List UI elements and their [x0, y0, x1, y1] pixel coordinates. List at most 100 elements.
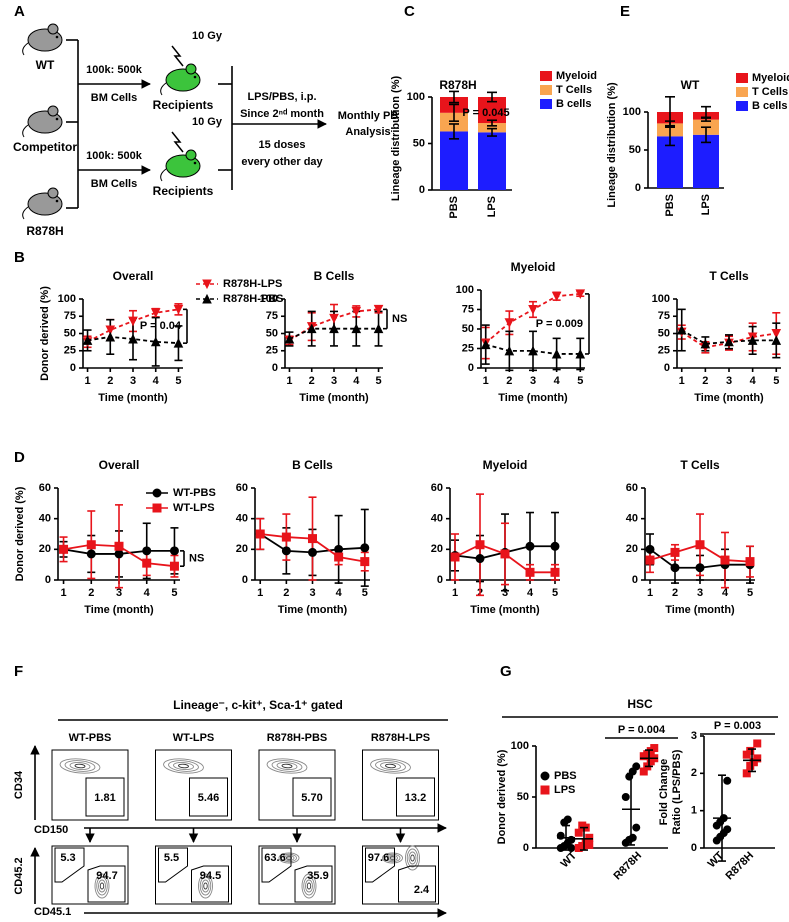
- schedule: 15 doses: [258, 139, 305, 151]
- marker: [334, 552, 344, 562]
- marker: [753, 739, 762, 748]
- marker: [334, 544, 344, 554]
- contour: [305, 879, 313, 893]
- recipient-mouse-eye: [193, 75, 197, 79]
- marker: [128, 316, 138, 327]
- x-tick-label: 3: [530, 375, 536, 387]
- y-tick-label: 40: [236, 513, 248, 525]
- donor-mouse-ear: [47, 105, 59, 117]
- donor-mouse-tail: [22, 42, 29, 56]
- marker: [169, 546, 179, 556]
- chart-title: HSC: [627, 697, 653, 711]
- marker: [528, 345, 538, 356]
- contour: [410, 854, 415, 862]
- legend-label: T Cells: [556, 84, 592, 96]
- gate: [54, 847, 85, 883]
- irradiation: [171, 45, 184, 67]
- gate-value: 1.81: [94, 792, 115, 804]
- contour: [198, 873, 213, 899]
- marker: [504, 345, 515, 356]
- y-tick-label: 50: [462, 323, 474, 335]
- marker: [128, 333, 138, 344]
- marker: [632, 823, 641, 832]
- gate: [365, 847, 395, 883]
- marker: [114, 541, 124, 551]
- marker: [329, 323, 339, 334]
- contour: [405, 845, 420, 871]
- contour: [94, 873, 110, 899]
- bar-segment: [440, 131, 468, 190]
- x-tick-label: 4: [336, 587, 343, 599]
- gate-value: 94.7: [96, 870, 117, 882]
- contour: [384, 853, 401, 863]
- marker: [150, 336, 161, 347]
- marker: [152, 488, 162, 498]
- marker: [329, 313, 339, 324]
- series-line: [485, 343, 581, 355]
- recipient-mouse: [165, 154, 201, 178]
- legend-label: B cells: [752, 100, 787, 112]
- chart-title: Overall: [113, 269, 154, 283]
- x-axis-label: Time (month): [470, 604, 540, 616]
- x-tick-label: 5: [773, 375, 779, 387]
- x-axis-label: Time (month): [98, 392, 168, 404]
- panel-label: A: [14, 3, 25, 20]
- recipients: Recipients: [153, 184, 214, 198]
- marker: [540, 771, 550, 781]
- x-axis-label: Time (month): [498, 392, 568, 404]
- gate-value: 5.5: [164, 852, 179, 864]
- x-tick-label: 3: [697, 587, 703, 599]
- irradiation: [171, 131, 184, 153]
- gate: [189, 777, 228, 817]
- gate: [292, 777, 332, 817]
- series-line: [289, 327, 379, 340]
- gate: [396, 777, 435, 817]
- x-tick-label: 2: [107, 375, 113, 387]
- contour: [278, 852, 300, 864]
- readout: Monthly PB: [338, 110, 399, 122]
- marker: [551, 291, 562, 302]
- x-tick-label: 5: [171, 587, 177, 599]
- marker: [724, 336, 734, 347]
- x-tick-label: R878H: [611, 850, 644, 883]
- chart-title: Myeloid: [511, 260, 556, 274]
- chart-title: T Cells: [709, 269, 749, 283]
- contour: [375, 760, 406, 772]
- marker: [670, 547, 680, 557]
- x-tick-label: 4: [153, 375, 160, 387]
- contour: [408, 851, 417, 865]
- legend-label: B cells: [556, 98, 591, 110]
- x-tick-label: 1: [483, 375, 489, 387]
- marker: [650, 744, 659, 753]
- marker: [575, 289, 586, 300]
- marker: [723, 825, 732, 834]
- y-tick-label: 60: [236, 482, 248, 494]
- bar-segment: [478, 132, 506, 190]
- y-tick-label: 100: [652, 293, 670, 305]
- legend-swatch: [736, 101, 748, 111]
- marker: [585, 833, 594, 842]
- legend-label: R878H-PBS: [223, 293, 284, 305]
- marker: [82, 335, 93, 345]
- marker: [114, 549, 124, 559]
- x-tick-label: 1: [84, 375, 90, 387]
- x-axis-label: Time (month): [84, 604, 154, 616]
- contour: [98, 879, 106, 893]
- contour: [281, 853, 297, 863]
- flow-plot: [51, 749, 129, 821]
- flow-plot: [155, 845, 232, 905]
- y-axis-label: Donor derived (%): [14, 486, 26, 581]
- marker: [504, 318, 515, 328]
- marker: [700, 338, 711, 349]
- x-tick-label: WT: [706, 849, 727, 870]
- marker: [86, 549, 96, 559]
- donor-mouse-tail: [22, 124, 29, 138]
- legend-label: Myeloid: [752, 72, 789, 84]
- y-tick-label: 25: [658, 345, 670, 357]
- marker: [540, 785, 550, 795]
- marker: [480, 339, 491, 350]
- flow-plot: [258, 749, 336, 821]
- y-tick-label: 0: [468, 362, 474, 374]
- x-axis-label: Time (month): [299, 392, 369, 404]
- x-tick-label: 1: [257, 587, 263, 599]
